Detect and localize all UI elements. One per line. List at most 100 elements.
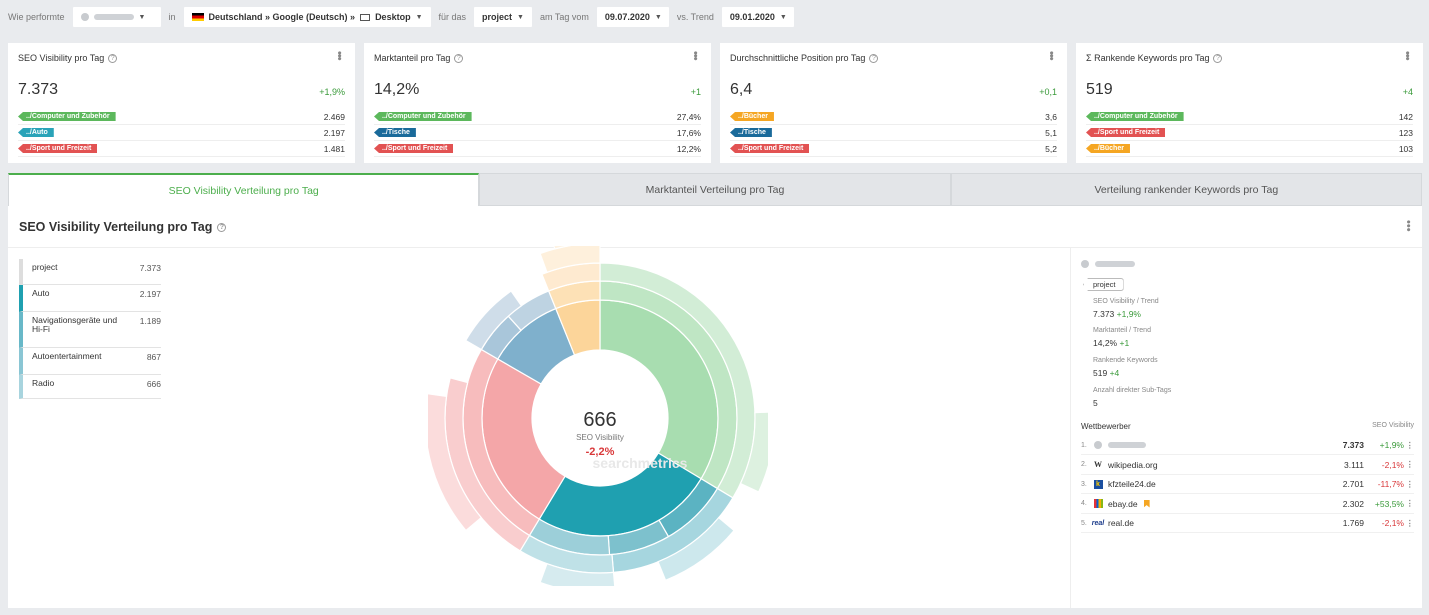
sunburst-segment[interactable] [550,246,600,250]
kpi-row-value: 12,2% [676,143,701,154]
trend-date-select[interactable]: 09.01.2020 ▼ [721,7,794,27]
kpi-row-value: 17,6% [676,127,701,138]
tab-market-share[interactable]: Marktanteil Verteilung pro Tag [479,173,951,206]
more-options-icon[interactable]: ⋮ [1405,517,1415,528]
kpi-row-value: 5,2 [1045,143,1057,154]
help-icon[interactable]: ? [217,222,227,232]
label-for: für das [438,12,467,22]
more-options-icon[interactable]: ••• [333,51,345,60]
more-options-icon[interactable]: ⋮ [1405,459,1415,469]
competitor-rank: 3. [1081,480,1087,488]
kpi-row: ../Sport und Freizeit 5,2 [730,141,1057,157]
category-tag[interactable]: ../Bücher [1086,144,1130,153]
blurred-domain [1108,442,1146,448]
stat-number: 5 [1093,398,1098,408]
kpi-row-value: 2.469 [323,111,345,122]
project-tag[interactable]: project [1083,278,1124,291]
competitor-value: 3.111 [1343,459,1364,470]
sunburst-segment[interactable] [739,411,768,493]
center-delta: -2,2% [586,446,615,458]
more-options-icon[interactable]: ••• [689,51,701,60]
bookmark-icon[interactable] [1143,499,1150,508]
sunburst-segment[interactable] [428,393,483,532]
watermark-logo: searchmetrics [593,455,688,471]
more-options-icon[interactable]: ⋮ [1405,498,1415,508]
sunburst-segment[interactable] [539,562,616,586]
project-select[interactable]: project ▼ [474,7,532,27]
help-icon[interactable]: ? [454,53,464,63]
category-tag[interactable]: ../Tische [374,128,416,137]
kpi-value: 519 [1086,81,1113,98]
tab-seo-visibility[interactable]: SEO Visibility Verteilung pro Tag [8,173,480,206]
label-trend: vs. Trend [676,12,714,22]
legend-item[interactable]: Navigationsgeräte und Hi-Fi 1.189 [19,312,161,348]
category-tag[interactable]: ../Computer und Zubehör [1086,112,1184,121]
competitor-name: ebay.de [1108,498,1138,509]
kpi-delta: +0,1 [1039,87,1057,97]
category-tag[interactable]: ../Computer und Zubehör [374,112,472,121]
legend-item[interactable]: Auto 2.197 [19,285,161,312]
competitor-row[interactable]: 2. W wikipedia.org 3.111 -2,1% ⋮ [1081,456,1414,475]
domain-select[interactable]: ▼ [72,7,161,27]
competitor-row[interactable]: 1. 7.373 +1,9% ⋮ [1081,436,1414,455]
category-tag[interactable]: ../Tische [730,128,772,137]
tab-ranking-keywords[interactable]: Verteilung rankender Keywords pro Tag [950,173,1422,206]
competitor-domain: wikipedia.org [1108,460,1328,470]
sunburst-segment[interactable] [464,290,523,351]
kpi-row: ../Bücher 103 [1086,141,1413,157]
domain-favicon-icon [80,13,89,21]
legend-item[interactable]: project 7.373 [19,259,161,285]
more-options-icon[interactable]: ••• [1045,51,1057,60]
kpi-row: ../Tische 5,1 [730,125,1057,141]
kpi-rows: ../Computer und Zubehör 27,4% ../Tische … [374,109,701,157]
kpi-row: ../Sport und Freizeit 1.481 [18,141,345,157]
competitor-name: wikipedia.org [1108,459,1158,470]
stat-number: 7.373 [1093,309,1115,319]
wikipedia-icon: W [1094,460,1102,469]
kpi-row: ../Computer und Zubehör 27,4% [374,109,701,125]
more-options-icon[interactable]: ⋮ [1405,478,1415,489]
category-tag[interactable]: ../Sport und Freizeit [374,144,454,153]
stat-number: 14,2% [1093,338,1118,348]
help-icon[interactable]: ? [869,53,879,63]
sunburst-segment[interactable] [657,516,735,582]
kpi-row-value: 3,6 [1045,111,1057,122]
legend-item[interactable]: Radio 666 [19,375,161,399]
location-select[interactable]: Deutschland » Google (Deutsch) » Desktop… [183,7,431,27]
competitor-row[interactable]: 3. k kfzteile24.de 2.701 -11,7% ⋮ [1081,475,1414,494]
kpi-row: ../Sport und Freizeit 12,2% [374,141,701,157]
sunburst-chart[interactable]: 666 SEO Visibility -2,2%searchmetrics [428,246,768,586]
category-tag[interactable]: ../Sport und Freizeit [730,144,810,153]
competitors-header: Wettbewerber SEO Visibility [1081,422,1414,431]
legend-label: Navigationsgeräte und Hi-Fi [32,315,118,334]
panel-title-text: SEO Visibility Verteilung pro Tag [19,220,213,234]
details-sidebar: project SEO Visibility / Trend 7.373 +1,… [1070,248,1422,608]
category-tag[interactable]: ../Auto [18,128,54,137]
kpi-row: ../Computer und Zubehör 2.469 [18,109,345,125]
category-tag[interactable]: ../Bücher [730,112,774,121]
category-tag[interactable]: ../Computer und Zubehör [18,112,116,121]
competitor-row[interactable]: 5. real real.de 1.769 -2,1% ⋮ [1081,514,1414,533]
desktop-icon [360,13,371,21]
help-icon[interactable]: ? [108,53,118,63]
label-how: Wie performte [8,12,65,22]
stat-delta: +1,9% [1116,309,1141,319]
stat-label: Rankende Keywords [1093,357,1158,364]
competitor-rank: 4. [1081,500,1087,507]
competitor-delta: +53,5% [1374,498,1404,509]
category-tag[interactable]: ../Sport und Freizeit [1086,128,1166,137]
more-options-icon[interactable]: ••• [1402,220,1414,232]
competitor-row[interactable]: 4. ebay.de 2.302 +53,5% ⋮ [1081,495,1414,514]
kpi-row-value: 142 [1398,111,1413,122]
competitor-value: 1.769 [1342,518,1364,528]
more-options-icon[interactable]: ••• [1401,51,1413,60]
center-value: 666 [583,409,616,431]
more-options-icon[interactable]: ⋮ [1405,439,1415,450]
date-select[interactable]: 09.07.2020 ▼ [596,7,669,27]
sidebar-stat: Anzahl direkter Sub-Tags 5 [1093,387,1171,408]
legend-label: Autoentertainment [32,351,102,361]
legend-item[interactable]: Autoentertainment 867 [19,348,161,375]
category-tag[interactable]: ../Sport und Freizeit [18,144,98,153]
kpi-title: SEO Visibility pro Tag ? [18,53,118,63]
help-icon[interactable]: ? [1213,53,1223,63]
